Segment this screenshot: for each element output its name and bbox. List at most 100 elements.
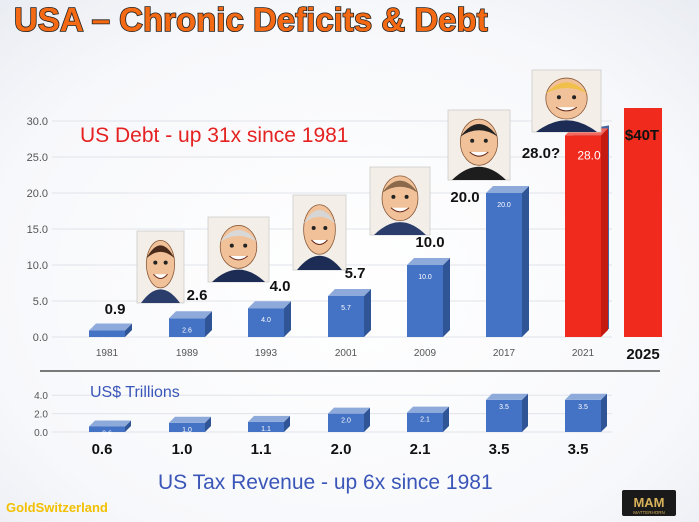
portrait-eye <box>153 260 158 265</box>
portrait-eye <box>404 194 409 199</box>
y-tick-label: 5.0 <box>33 296 48 308</box>
bar-side <box>364 407 370 432</box>
bar-front <box>328 295 364 337</box>
bar-top <box>407 406 449 413</box>
portrait-eye <box>483 138 488 143</box>
debt-bar-1981 <box>89 323 132 337</box>
portrait-eye <box>229 243 234 248</box>
tax-bar-inner-label: 3.5 <box>578 404 588 411</box>
bar-top <box>248 301 291 309</box>
tax-value-label: 0.6 <box>92 441 113 458</box>
portrait-smile <box>229 255 248 261</box>
brand-goldswitzerland: GoldSwitzerland <box>6 500 108 515</box>
tax-bar-1993 <box>248 415 290 432</box>
brand-matterhorn: MATTERHORN <box>633 510 664 515</box>
bar-front <box>248 308 284 337</box>
portrait-eye <box>391 194 396 199</box>
bar-top <box>328 288 371 296</box>
bar-top <box>89 323 132 331</box>
bar-inner-label: 28.0 <box>577 148 601 162</box>
bar-front <box>248 421 284 432</box>
brand-mam: MAM <box>633 495 664 510</box>
debt-value-label: 4.0 <box>270 278 291 295</box>
portrait-hair <box>146 245 175 259</box>
bar-side <box>522 393 528 432</box>
bar-front <box>486 193 522 337</box>
bar-side <box>364 288 371 337</box>
portrait-smile <box>390 207 410 213</box>
y-tick-label: 20.0 <box>27 188 48 200</box>
debt-value-label: 20.0 <box>450 189 479 206</box>
portrait-smile <box>153 273 168 280</box>
bar-top <box>248 415 290 422</box>
tax-bar-inner-label: 1.0 <box>182 427 192 434</box>
bar-top <box>169 311 212 319</box>
bar-inner-label: 4.0 <box>261 317 271 324</box>
portrait-smile <box>311 239 328 245</box>
tax-bar-2017 <box>486 393 528 432</box>
portrait-hair <box>220 230 257 242</box>
debt-bar-2009 <box>407 258 450 337</box>
portrait-hair <box>545 82 588 94</box>
x-tick-label: 1989 <box>176 348 199 359</box>
tax-bar-inner-label: 2.1 <box>420 417 430 424</box>
portrait-suit <box>452 166 506 180</box>
bar-side <box>125 420 131 432</box>
tax-value-label: 3.5 <box>568 441 589 458</box>
y-tick-label: 15.0 <box>27 224 48 236</box>
bar-inner-label: 10.0 <box>418 274 432 281</box>
tax-value-label: 2.1 <box>410 441 431 458</box>
bar-top <box>486 393 528 400</box>
x-tick-label: 1981 <box>96 348 119 359</box>
tax-bar-1989 <box>169 416 211 432</box>
debt-bar-1989 <box>169 311 212 337</box>
bar-front <box>407 412 443 432</box>
tax-caption: US Tax Revenue - up 6x since 1981 <box>158 471 493 494</box>
bar-side <box>522 186 529 337</box>
tax-bar-inner-label: 3.5 <box>499 404 509 411</box>
portrait-suit <box>141 289 180 303</box>
president-portrait-5 <box>531 69 602 133</box>
president-portrait-0 <box>136 230 185 304</box>
tax-bar-2009 <box>407 406 449 432</box>
portrait-eye <box>323 226 328 230</box>
portrait-eye <box>311 226 316 230</box>
tax-value-label: 3.5 <box>489 441 510 458</box>
bar-side <box>205 416 211 432</box>
debt-bar-2021 <box>565 125 609 337</box>
portrait-eye <box>470 138 475 143</box>
y-tick-label: 0.0 <box>34 428 48 439</box>
portrait-hair <box>382 180 418 193</box>
tax-value-label: 1.0 <box>172 441 193 458</box>
page-title: USA – Chronic Deficits & Debt <box>14 1 488 38</box>
bar-top <box>486 186 529 193</box>
bar-front <box>89 426 125 432</box>
debt-caption: US Debt - up 31x since 1981 <box>80 124 349 147</box>
tax-bar-inner-label: 1.1 <box>261 426 271 433</box>
y-tick-label: 0.0 <box>33 332 48 344</box>
portrait-hair <box>460 124 498 137</box>
tax-bar-1981 <box>89 420 131 432</box>
y-tick-label: 30.0 <box>27 116 48 128</box>
y-tick-label: 4.0 <box>34 391 48 402</box>
matterhorn-logo: MAM MATTERHORN <box>622 490 676 516</box>
portrait-smile <box>555 106 578 112</box>
bar-front <box>169 422 205 432</box>
debt-bar-2025 <box>624 108 662 337</box>
tax-bar-inner-label: 0.6 <box>102 430 112 437</box>
bar-front <box>565 135 601 337</box>
bar-inner-label: 5.7 <box>341 305 351 312</box>
debt-value-label: 5.7 <box>345 265 366 282</box>
x-tick-label: 2017 <box>493 348 516 359</box>
debt-value-label: 10.0 <box>415 234 444 251</box>
portrait-eye <box>556 95 561 100</box>
bar-side <box>284 415 290 432</box>
bar-front <box>328 413 364 432</box>
bar-side <box>443 258 450 337</box>
x-tick-label: 2009 <box>414 348 437 359</box>
debt-value-label: 2.6 <box>187 287 208 304</box>
portrait-suit <box>297 255 342 270</box>
bar-side <box>205 311 212 337</box>
portrait-suit <box>212 269 265 282</box>
